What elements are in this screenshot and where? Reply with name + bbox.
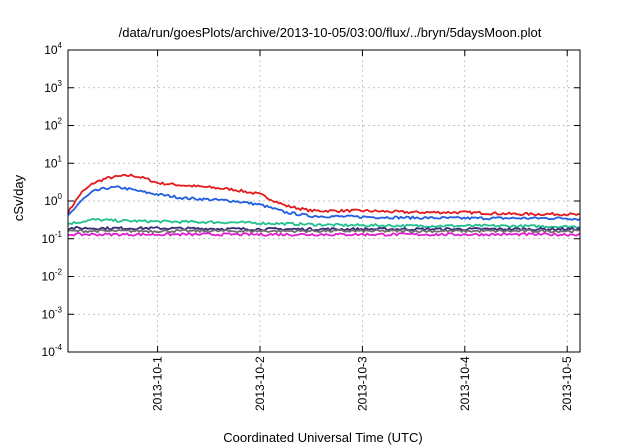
x-axis-label: Coordinated Universal Time (UTC) [223,430,422,445]
series-line-3 [67,217,581,229]
series-line-2 [67,185,581,222]
chart-title: /data/run/goesPlots/archive/2013-10-05/0… [119,25,542,40]
y-tick-exponent: 3 [58,79,63,88]
ticks [68,49,580,353]
y-tick-exponent: 0 [58,192,63,201]
grid-lines [68,49,580,353]
y-tick-base: 10 [44,119,58,133]
series-line-6 [67,232,581,237]
y-tick-base: 10 [44,81,58,95]
y-tick-base: 10 [42,345,56,359]
x-tick-label: 2013-10-2 [253,356,267,411]
y-tick-label: 101 [44,154,62,170]
y-tick-label: 10-1 [42,230,63,246]
y-tick-base: 10 [42,270,56,284]
y-tick-base: 10 [44,194,58,208]
y-tick-exponent: 2 [58,117,63,126]
y-tick-label: 10-3 [42,305,63,321]
y-tick-exponent: 1 [58,154,63,163]
x-tick-label: 2013-10-3 [355,356,369,411]
y-tick-label: 102 [44,117,62,133]
y-axis-label: cSv/day [11,174,26,221]
y-tick-label: 100 [44,192,62,208]
y-tick-exponent: -2 [55,268,63,277]
x-tick-labels: 2013-10-1 2013-10-2 2013-10-3 2013-10-4 2013… [151,356,575,411]
y-tick-exponent: -4 [55,343,63,352]
y-tick-base: 10 [42,232,56,246]
y-tick-label: 103 [44,79,62,95]
x-tick-label: 2013-10-5 [560,356,574,411]
series-layer [67,173,581,237]
y-tick-base: 10 [42,307,56,321]
y-tick-label: 10-2 [42,268,63,284]
x-tick-label: 2013-10-1 [151,356,165,411]
x-tick-label: 2013-10-4 [458,356,472,411]
y-tick-exponent: -1 [55,230,63,239]
y-tick-exponent: -3 [55,305,63,314]
series-line-1 [67,173,581,217]
y-tick-label: 104 [44,41,62,57]
series-line-5 [67,228,581,234]
y-tick-base: 10 [44,43,58,57]
series-line-4 [67,226,581,232]
y-tick-exponent: 4 [58,41,63,50]
y-tick-label: 10-4 [42,343,63,359]
y-tick-base: 10 [44,156,58,170]
